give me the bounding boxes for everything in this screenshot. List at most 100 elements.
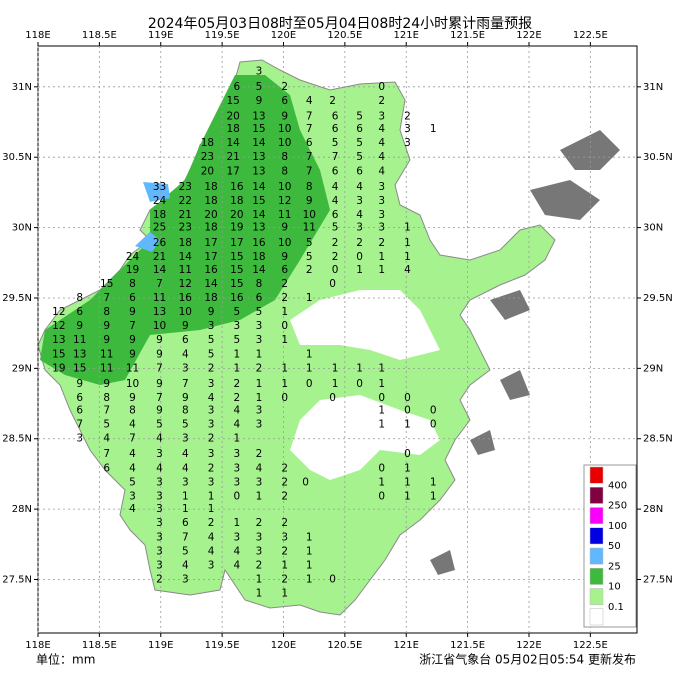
map-frame [37, 45, 638, 634]
island [500, 370, 530, 400]
station-value: 1 [306, 292, 313, 304]
station-value: 10 [278, 181, 291, 193]
station-value: 13 [252, 110, 265, 122]
station-value: 9 [103, 320, 110, 332]
station-value: 4 [208, 545, 215, 557]
station-value: 3 [356, 195, 363, 207]
station-value: 25 [153, 222, 166, 234]
station-value: 5 [306, 237, 313, 249]
station-value: 3 [76, 433, 83, 445]
station-value: 9 [281, 222, 288, 234]
station-value: 0 [404, 405, 411, 417]
x-tick-label: 119.5E [205, 30, 240, 41]
station-value: 6 [356, 123, 363, 135]
station-value: 1 [332, 378, 339, 390]
island [430, 550, 455, 575]
station-value: 4 [182, 462, 189, 474]
station-value: 14 [252, 137, 266, 149]
station-value: 2 [281, 517, 288, 529]
station-value: 3 [234, 320, 241, 332]
station-value: 6 [76, 306, 83, 318]
y-tick-label: 31N [12, 82, 32, 93]
x-tick-label: 119E [148, 30, 173, 41]
y-tick-label: 29.5N [643, 293, 673, 304]
station-value: 1 [356, 362, 363, 374]
station-value: 3 [208, 405, 215, 417]
station-value: 10 [126, 378, 139, 390]
station-value: 1 [208, 490, 215, 502]
station-value: 11 [100, 362, 113, 374]
station-value: 6 [281, 95, 288, 107]
station-value: 10 [153, 320, 166, 332]
station-value: 12 [52, 320, 65, 332]
station-value: 0 [404, 448, 411, 460]
y-tick-label: 30.5N [2, 152, 32, 163]
station-value: 6 [256, 292, 263, 304]
station-value: 18 [204, 292, 217, 304]
station-value: 3 [182, 476, 189, 488]
station-value: 14 [153, 264, 167, 276]
station-value: 9 [306, 195, 313, 207]
station-value: 16 [230, 181, 244, 193]
legend-swatch [589, 507, 604, 524]
station-value: 3 [234, 531, 241, 543]
station-value: 15 [226, 95, 239, 107]
station-value: 19 [230, 222, 243, 234]
x-tick-label: 121.5E [450, 640, 485, 651]
station-value: 13 [52, 334, 65, 346]
y-tick-label: 28N [12, 504, 32, 515]
station-value: 1 [256, 588, 263, 600]
geography [37, 59, 620, 616]
heavy-rain-area [40, 75, 330, 385]
station-value: 11 [73, 334, 86, 346]
station-value: 2 [378, 95, 385, 107]
station-value: 9 [182, 392, 189, 404]
station-value: 10 [179, 306, 192, 318]
station-value: 3 [182, 574, 189, 586]
station-value: 17 [226, 165, 239, 177]
station-value: 16 [179, 292, 193, 304]
station-value: 8 [129, 278, 136, 290]
station-value: 1 [256, 392, 263, 404]
station-value: 18 [201, 137, 214, 149]
light-rain-area [290, 395, 440, 480]
station-value: 1 [356, 264, 363, 276]
station-value: 4 [234, 405, 241, 417]
station-value: 9 [76, 378, 83, 390]
station-value: 3 [156, 517, 163, 529]
station-value: 2 [256, 448, 263, 460]
station-value: 12 [278, 195, 291, 207]
island [560, 130, 620, 170]
station-value: 1 [256, 348, 263, 360]
station-value: 5 [129, 476, 136, 488]
legend-swatch [589, 466, 604, 484]
unit-label: 单位：mm [36, 652, 95, 667]
station-value: 24 [126, 251, 140, 263]
station-value: 2 [404, 110, 411, 122]
station-value: 6 [76, 405, 83, 417]
station-value: 10 [303, 209, 316, 221]
island [530, 180, 600, 220]
station-value: 2 [332, 251, 339, 263]
station-value: 1 [378, 264, 385, 276]
station-value: 15 [230, 251, 243, 263]
x-tick-label: 118.5E [82, 30, 117, 41]
station-value: 2 [234, 392, 241, 404]
station-value: 15 [230, 264, 243, 276]
station-value: 5 [234, 306, 241, 318]
station-value: 1 [378, 378, 385, 390]
station-value: 14 [204, 278, 218, 290]
station-value: 3 [156, 531, 163, 543]
station-value: 4 [378, 137, 385, 149]
station-value: 2 [281, 292, 288, 304]
station-value: 1 [281, 334, 288, 346]
station-value: 7 [156, 362, 163, 374]
station-value: 1 [430, 476, 437, 488]
station-value: 4 [332, 195, 339, 207]
station-value: 18 [204, 195, 217, 207]
station-value: 5 [234, 334, 241, 346]
station-value: 0 [234, 490, 241, 502]
station-value: 4 [103, 433, 110, 445]
legend-label: 250 [608, 501, 627, 512]
station-value: 4 [378, 123, 385, 135]
